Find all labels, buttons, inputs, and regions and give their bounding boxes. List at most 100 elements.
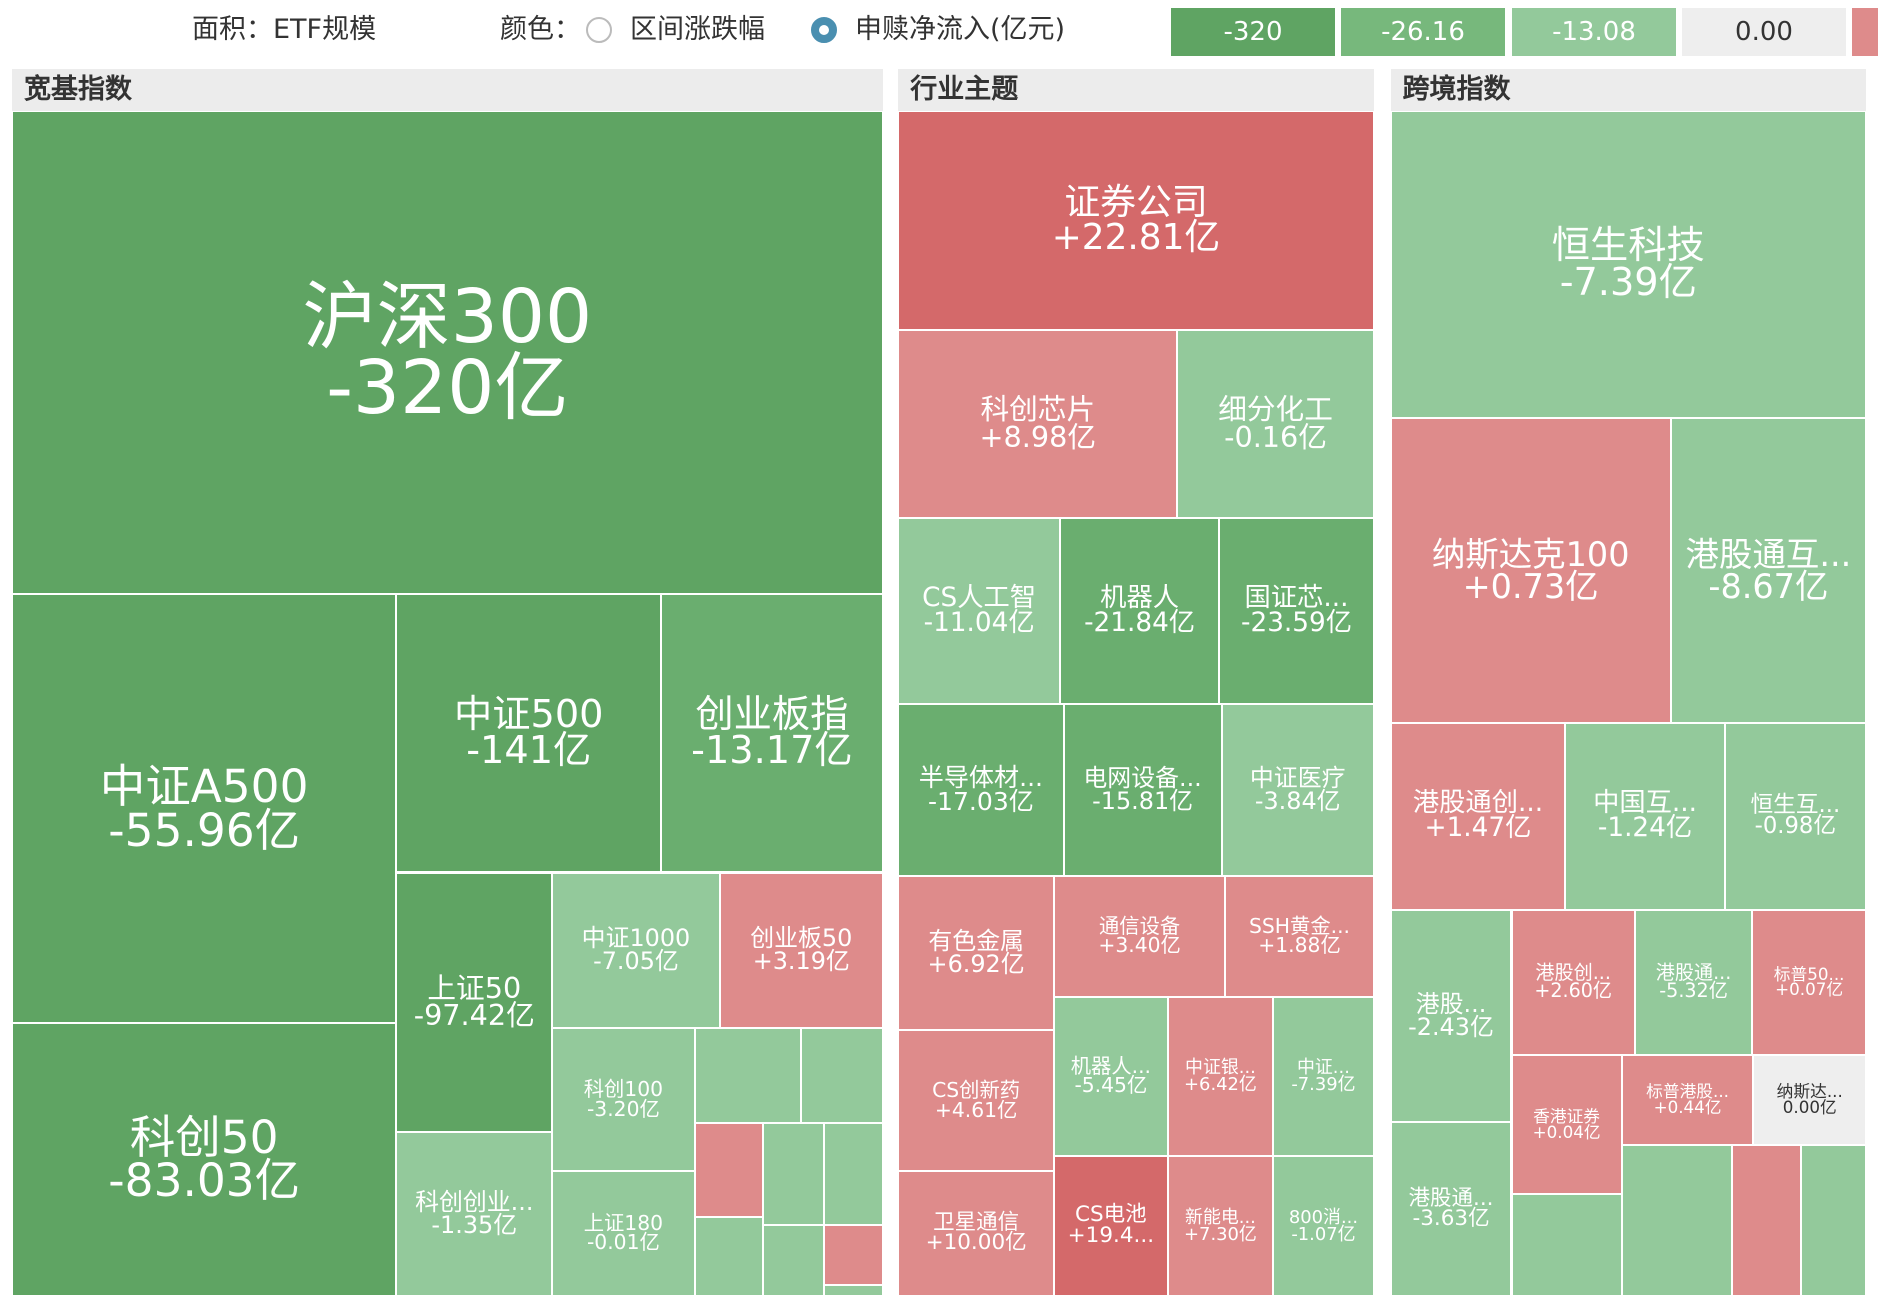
tile[interactable]: 中证银... +6.42亿: [1167, 996, 1274, 1156]
tile[interactable]: 机器人... -5.45亿: [1053, 996, 1168, 1156]
tile: [762, 1123, 825, 1226]
panel-title: 行业主题: [898, 69, 1374, 112]
tile[interactable]: 卫星通信 +10.00亿: [898, 1171, 1054, 1296]
tile[interactable]: 中证500 -141亿: [396, 594, 662, 873]
tile[interactable]: 科创创业... -1.35亿: [396, 1131, 553, 1296]
tile[interactable]: 科创100 -3.20亿: [552, 1027, 695, 1172]
tile[interactable]: 港股创... +2.60亿: [1511, 909, 1635, 1056]
tile[interactable]: CS电池 +19.4...: [1053, 1155, 1168, 1296]
tile-value: 0.00亿: [1782, 1097, 1837, 1118]
tile-label: 新能电...: [1185, 1206, 1256, 1228]
tile-value: +6.92亿: [927, 950, 1025, 979]
tile-value: +3.40亿: [1098, 933, 1181, 958]
tile[interactable]: 纳斯达克100 +0.73亿: [1390, 418, 1671, 724]
tile[interactable]: 港股... -2.43亿: [1390, 909, 1512, 1123]
tile-value: -5.32亿: [1659, 979, 1728, 1003]
tile[interactable]: 标普50... +0.07亿: [1752, 909, 1867, 1056]
tile[interactable]: 香港证券 +0.04亿: [1511, 1055, 1622, 1194]
tile[interactable]: 有色金属 +6.92亿: [898, 876, 1054, 1031]
tile-label: 香港证券: [1533, 1105, 1601, 1126]
tile[interactable]: 科创芯片 +8.98亿: [898, 329, 1178, 518]
tile[interactable]: 800消... -1.07亿: [1273, 1155, 1374, 1296]
tile: [801, 1027, 883, 1124]
tile[interactable]: 港股通创... +1.47亿: [1390, 723, 1566, 910]
radio[interactable]: [811, 17, 837, 43]
tile-value: +0.07亿: [1775, 979, 1844, 1000]
tile[interactable]: 证券公司 +22.81亿: [898, 111, 1374, 330]
tile-value: -21.84亿: [1084, 607, 1196, 638]
tile-value: +22.81亿: [1051, 216, 1221, 258]
tile[interactable]: 新能电... +7.30亿: [1167, 1155, 1274, 1296]
tile-value: -15.81亿: [1092, 787, 1194, 816]
tile-label: 标普50...: [1773, 963, 1845, 984]
tile-label: 标普港股...: [1646, 1081, 1729, 1102]
radio[interactable]: [586, 17, 612, 43]
tile-label: 恒生科技: [1551, 224, 1705, 269]
tile[interactable]: CS人工智 -11.04亿: [898, 517, 1060, 704]
tile-label: 上证180: [583, 1211, 664, 1236]
tile-label: 港股通互...: [1685, 534, 1852, 574]
tile[interactable]: 中国互... -1.24亿: [1565, 723, 1725, 910]
tile[interactable]: 中证医疗 -3.84亿: [1221, 703, 1374, 877]
tile-label: 800消...: [1288, 1206, 1359, 1228]
tile[interactable]: 恒生互... -0.98亿: [1724, 723, 1867, 910]
tile-label: CS电池: [1075, 1202, 1147, 1228]
tile-value: +1.88亿: [1258, 933, 1341, 958]
tile[interactable]: 创业板50 +3.19亿: [719, 872, 883, 1028]
color-label: 颜色：: [500, 14, 581, 45]
tile[interactable]: 国证芯... -23.59亿: [1219, 517, 1374, 704]
tile[interactable]: 上证50 -97.42亿: [396, 872, 553, 1132]
tile[interactable]: CS创新药 +4.61亿: [898, 1030, 1054, 1172]
tile-value: -1.35亿: [431, 1210, 518, 1239]
tile-value: -0.01亿: [586, 1230, 660, 1255]
tile: [762, 1225, 825, 1296]
tile[interactable]: 港股通... -5.32亿: [1634, 909, 1753, 1056]
tile: [824, 1225, 883, 1285]
panel-title: 宽基指数: [11, 69, 883, 112]
tile-label: 港股通...: [1408, 1185, 1494, 1211]
tile-value: +1.47亿: [1424, 813, 1532, 844]
area-label: 面积：ETF规模: [192, 14, 377, 45]
tile-label: 机器人: [1100, 582, 1180, 613]
tile[interactable]: SSH黄金... +1.88亿: [1225, 876, 1374, 997]
tile-value: -141亿: [466, 729, 592, 774]
tile-label: 港股...: [1415, 990, 1487, 1019]
tile[interactable]: 沪深300 -320亿: [11, 111, 883, 594]
tile-value: -3.63亿: [1412, 1205, 1490, 1231]
tile[interactable]: 恒生科技 -7.39亿: [1390, 111, 1867, 419]
tile-label: 恒生互...: [1750, 791, 1841, 818]
tile-label: 科创100: [583, 1077, 664, 1102]
tile[interactable]: 纳斯达... 0.00亿: [1753, 1055, 1867, 1145]
panel-title: 跨境指数: [1390, 69, 1867, 112]
tile[interactable]: 中证... -7.39亿: [1273, 996, 1374, 1156]
option[interactable]: 区间涨跌幅: [630, 14, 765, 45]
tile-value: -7.05亿: [593, 947, 679, 976]
tile: [1731, 1145, 1802, 1296]
tile[interactable]: 电网设备... -15.81亿: [1063, 703, 1222, 877]
tile[interactable]: 半导体材... -17.03亿: [898, 703, 1064, 877]
tile[interactable]: 港股通... -3.63亿: [1390, 1122, 1512, 1296]
tile-label: 科创50: [129, 1111, 279, 1165]
legend-item: -13.08: [1512, 8, 1676, 56]
tile-label: 科创创业...: [415, 1188, 534, 1217]
tile[interactable]: 中证1000 -7.05亿: [552, 872, 720, 1028]
tile-value: +2.60亿: [1534, 979, 1613, 1003]
tile[interactable]: 标普港股... +0.44亿: [1621, 1055, 1754, 1145]
tile[interactable]: 科创50 -83.03亿: [11, 1023, 397, 1296]
tile-value: -7.39亿: [1291, 1074, 1356, 1096]
tile[interactable]: 港股通互... -8.67亿: [1670, 418, 1867, 724]
tile-value: -23.59亿: [1240, 607, 1352, 638]
tile[interactable]: 通信设备 +3.40亿: [1053, 876, 1226, 997]
tile-value: -0.16亿: [1224, 419, 1327, 454]
tile[interactable]: 机器人 -21.84亿: [1059, 517, 1220, 704]
tile-value: -0.98亿: [1754, 813, 1837, 840]
tile[interactable]: 中证A500 -55.96亿: [11, 594, 397, 1024]
tile-label: 港股创...: [1535, 961, 1611, 985]
tile[interactable]: 上证180 -0.01亿: [552, 1171, 695, 1296]
tile-value: +0.04亿: [1532, 1121, 1601, 1142]
option[interactable]: 申赎净流入(亿元): [855, 14, 1066, 45]
tile[interactable]: 细分化工 -0.16亿: [1177, 329, 1374, 518]
tile[interactable]: 创业板指 -13.17亿: [661, 594, 883, 873]
tile-value: -7.39亿: [1559, 260, 1697, 305]
tile: [694, 1216, 763, 1296]
